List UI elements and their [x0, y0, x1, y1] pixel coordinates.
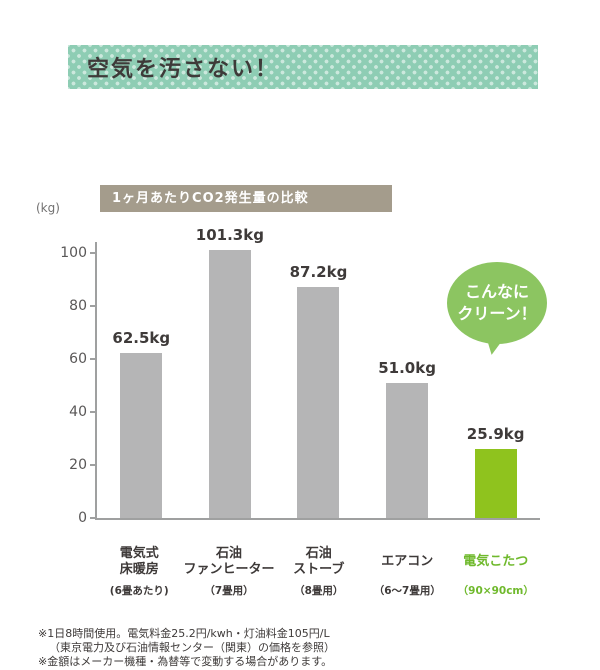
footnote-line: （東京電力及び石油情報センター（関東）の価格を参照） [49, 641, 335, 654]
y-tick-mark [90, 305, 95, 308]
x-category-sub: （90×90cm） [457, 585, 534, 597]
x-category-label: 電気式 床暖房 (6畳あたり) [95, 545, 184, 598]
x-category-name: 電気こたつ [463, 554, 529, 569]
bar-slot: 51.0kg [363, 242, 452, 518]
x-category-sub: （6〜7畳用） [373, 585, 441, 597]
bar [474, 449, 517, 518]
x-category-name: エアコン [381, 554, 434, 569]
footnotes: ※1日8時間使用。電気料金25.2円/kwh・灯油料金105円/L （東京電力及… [38, 627, 335, 669]
x-category-sub: （8畳用） [294, 585, 344, 597]
bar-value-label: 25.9kg [466, 425, 525, 444]
bar-value-label: 51.0kg [378, 358, 436, 377]
chart-title: 1ヶ月あたりCO2発生量の比較 [100, 185, 392, 212]
footnote-line: ※1日8時間使用。電気料金25.2円/kwh・灯油料金105円/L [38, 627, 330, 640]
x-category-sub: （7畳用） [204, 585, 254, 597]
y-tick-label: 80 [69, 298, 87, 315]
y-tick-label: 40 [69, 404, 87, 421]
bars-row: 62.5kg 101.3kg 87.2kg 51.0kg 25.9kg [97, 226, 540, 518]
x-category-name: 石油 ストーブ [293, 546, 345, 577]
x-category-label: エアコン （6〜7畳用） [363, 545, 452, 598]
callout-bubble: こんなに クリーン！ [447, 262, 547, 357]
y-tick-mark [90, 252, 95, 255]
x-category-name: 電気式 床暖房 [119, 546, 159, 577]
x-category-name: 石油 ファンヒーター [183, 546, 275, 577]
y-tick-label: 0 [78, 510, 87, 526]
bar [386, 382, 429, 518]
bar [297, 287, 340, 518]
y-tick-mark [90, 411, 95, 414]
y-tick-mark [90, 358, 95, 361]
bar-value-label: 62.5kg [112, 328, 171, 347]
y-tick-label: 100 [60, 245, 87, 262]
bar-slot: 101.3kg [186, 226, 275, 518]
y-axis-unit-label: (kg) [36, 201, 60, 215]
bar-slot: 25.9kg [451, 242, 540, 518]
x-axis-labels: 電気式 床暖房 (6畳あたり) 石油 ファンヒーター （7畳用） 石油 ストーブ （8畳用） エア… [95, 545, 540, 598]
x-category-label: 石油 ストーブ （8畳用） [275, 545, 364, 598]
bar-slot: 87.2kg [274, 242, 363, 518]
x-category-label: 石油 ファンヒーター （7畳用） [184, 545, 275, 598]
x-category-sub: (6畳あたり) [109, 585, 169, 597]
banner: 空気を汚さない！ [68, 45, 538, 89]
bar [120, 352, 163, 518]
y-tick-label: 60 [69, 351, 87, 368]
callout-line2: クリーン！ [457, 304, 537, 323]
bar-slot: 62.5kg [97, 242, 186, 518]
y-tick-mark [90, 464, 95, 467]
callout-tail [483, 337, 503, 357]
bar-value-label: 87.2kg [289, 263, 348, 282]
y-tick-mark [90, 517, 95, 519]
footnote-line: ※金額はメーカー機種・為替等で変動する場合があります。 [38, 655, 333, 668]
x-category-label: 電気こたつ （90×90cm） [452, 545, 541, 598]
bar [208, 249, 251, 518]
plot-area: 62.5kg 101.3kg 87.2kg 51.0kg 25.9kg 0 20 40 60 8… [60, 226, 540, 526]
banner-title: 空気を汚さない！ [87, 57, 280, 82]
bar-value-label: 101.3kg [195, 225, 264, 244]
y-tick-label: 20 [69, 457, 87, 474]
callout-line1: こんなに [464, 282, 529, 301]
